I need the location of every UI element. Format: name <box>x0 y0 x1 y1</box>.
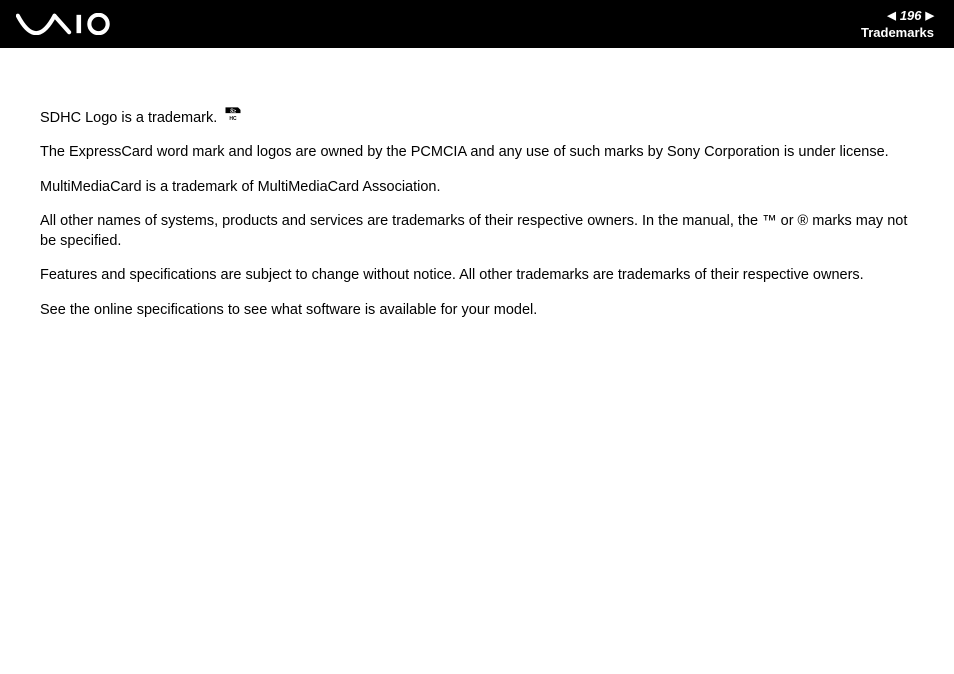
sdhc-logo-icon: S≥ HC <box>223 105 243 123</box>
paragraph: Features and specifications are subject … <box>40 265 918 285</box>
header-right: ◀ 196 ▶ Trademarks <box>861 8 934 40</box>
page-navigation: ◀ 196 ▶ <box>861 8 934 23</box>
paragraph: All other names of systems, products and… <box>40 211 918 252</box>
document-content: SDHC Logo is a trademark. S≥ HC The Expr… <box>0 48 954 320</box>
section-title: Trademarks <box>861 25 934 40</box>
paragraph: SDHC Logo is a trademark. S≥ HC <box>40 108 918 128</box>
page-number: 196 <box>900 8 922 23</box>
prev-page-arrow[interactable]: ◀ <box>887 9 895 22</box>
next-page-arrow[interactable]: ▶ <box>926 9 934 22</box>
document-header: ◀ 196 ▶ Trademarks <box>0 0 954 48</box>
paragraph: See the online specifications to see wha… <box>40 300 918 320</box>
paragraph-text: SDHC Logo is a trademark. <box>40 108 217 128</box>
vaio-logo <box>16 13 126 35</box>
paragraph: MultiMediaCard is a trademark of MultiMe… <box>40 177 918 197</box>
svg-text:HC: HC <box>230 116 238 122</box>
paragraph: The ExpressCard word mark and logos are … <box>40 142 918 162</box>
svg-text:S≥: S≥ <box>230 108 236 114</box>
